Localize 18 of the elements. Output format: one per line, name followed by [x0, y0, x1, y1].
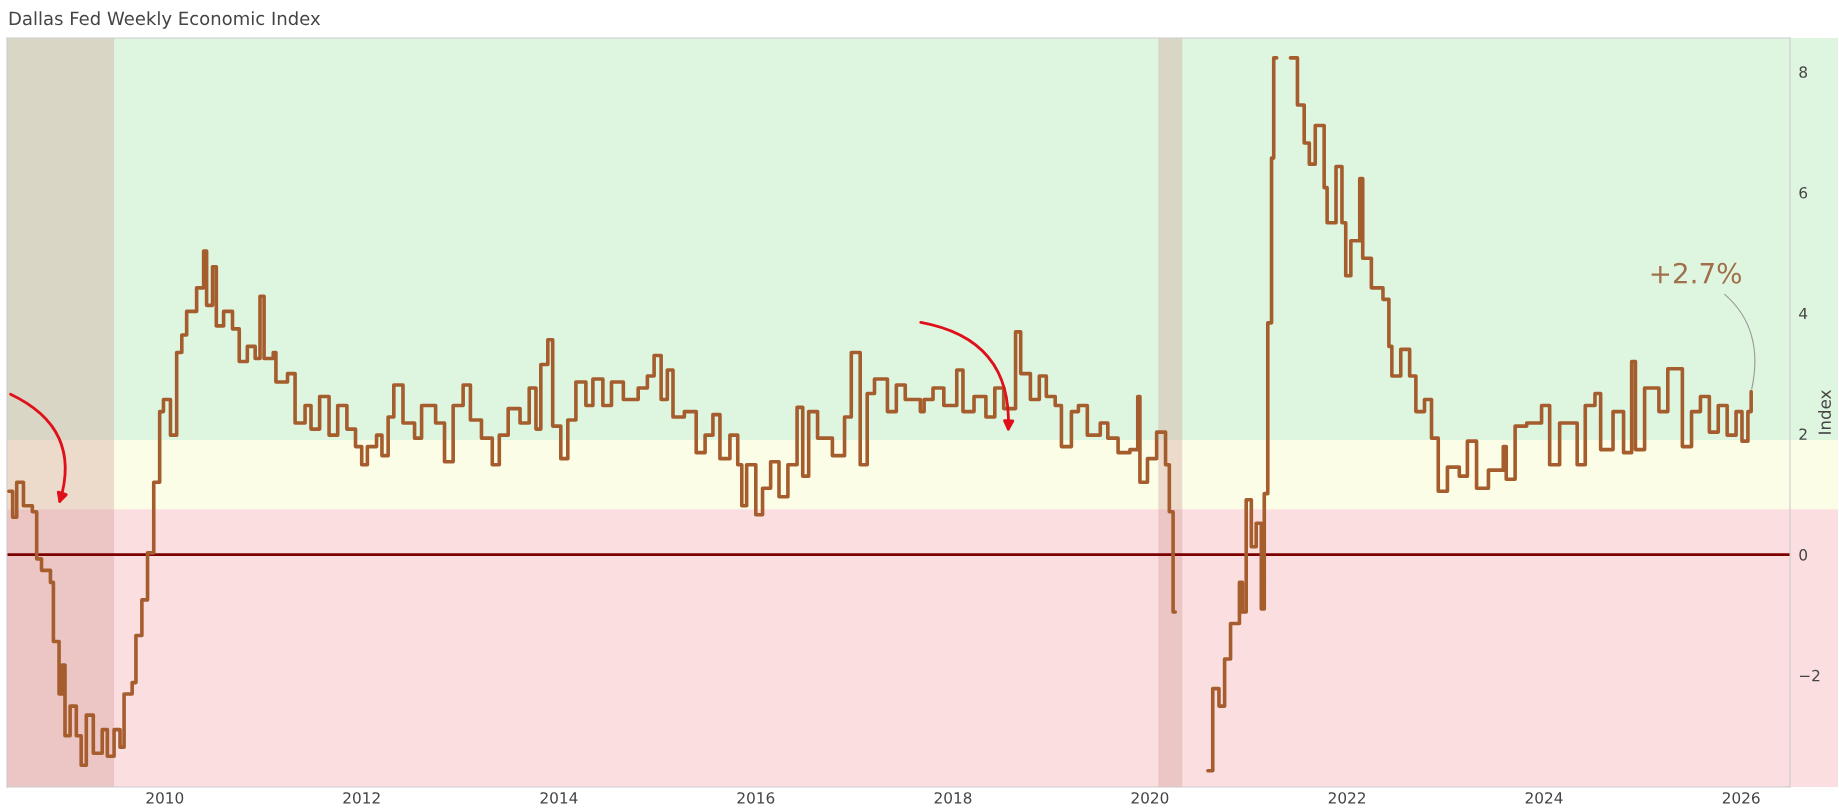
x-tick-label: 2022 [1328, 792, 1365, 804]
annotation: +2.7% [1651, 262, 1741, 284]
x-tick-label: 2010 [146, 792, 184, 804]
y-tick-label: 2 [1799, 428, 1807, 440]
x-tick-label: 2026 [1722, 792, 1760, 804]
x-tick-label: 2018 [934, 792, 972, 804]
x-tick-label: 2016 [737, 792, 775, 804]
chart-title: Dallas Fed Weekly Economic Index [9, 11, 321, 29]
y-tick-label: 6 [1799, 186, 1808, 199]
y-axis-title: Index [1818, 390, 1831, 434]
y-tick-label: 0 [1799, 549, 1808, 561]
y-tick-label: 4 [1799, 307, 1808, 320]
x-tick-label: 2012 [343, 792, 380, 804]
x-tick-label: 2024 [1525, 792, 1563, 804]
x-tick-label: 2020 [1131, 792, 1169, 804]
y-tick-label: 8 [1799, 66, 1808, 78]
x-tick-label: 2014 [540, 792, 578, 804]
y-tick-label: −2 [1799, 669, 1820, 682]
